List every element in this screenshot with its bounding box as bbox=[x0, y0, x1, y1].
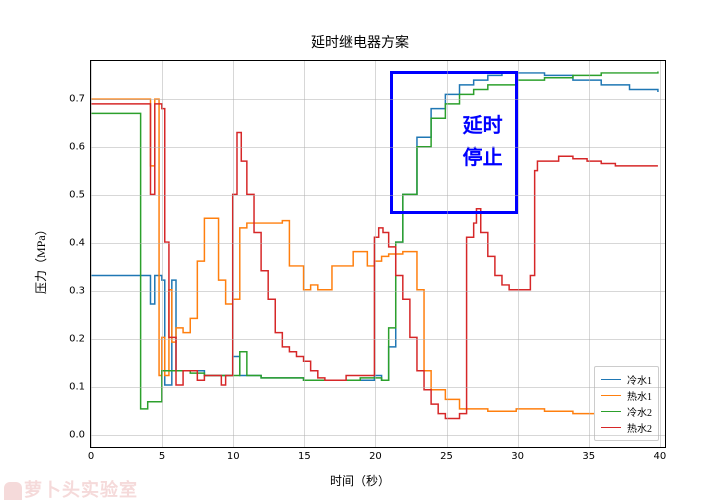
y-tick-label: 0.0 bbox=[69, 429, 85, 440]
y-tick-label: 0.5 bbox=[69, 190, 85, 201]
legend-item: 冷水1 bbox=[601, 372, 652, 387]
series-lines bbox=[91, 61, 665, 447]
legend-label: 热水1 bbox=[627, 388, 652, 403]
legend-swatch bbox=[601, 379, 621, 380]
annotation-text-0: 延时 bbox=[463, 110, 503, 142]
chart-title: 延时继电器方案 bbox=[0, 32, 720, 52]
y-tick-label: 0.2 bbox=[69, 333, 85, 344]
legend-label: 热水2 bbox=[627, 420, 652, 435]
y-tick-label: 0.7 bbox=[69, 94, 85, 105]
watermark-text: 萝卜头实验室 bbox=[24, 480, 138, 500]
y-tick-label: 0.3 bbox=[69, 285, 85, 296]
x-tick-label: 35 bbox=[582, 451, 595, 462]
legend-item: 冷水2 bbox=[601, 404, 652, 419]
x-tick-label: 15 bbox=[298, 451, 311, 462]
figure: 延时继电器方案 延时停止 冷水1热水1冷水2热水2 05101520253035… bbox=[0, 0, 720, 504]
y-tick-label: 0.4 bbox=[69, 238, 85, 249]
y-tick-label: 0.6 bbox=[69, 142, 85, 153]
legend-swatch bbox=[601, 427, 621, 428]
x-tick-label: 30 bbox=[511, 451, 524, 462]
x-tick-label: 5 bbox=[159, 451, 165, 462]
legend-label: 冷水2 bbox=[627, 404, 652, 419]
legend-swatch bbox=[601, 411, 621, 412]
x-tick-label: 0 bbox=[88, 451, 94, 462]
y-tick-label: 0.1 bbox=[69, 381, 85, 392]
legend-label: 冷水1 bbox=[627, 372, 652, 387]
plot-area: 延时停止 冷水1热水1冷水2热水2 05101520253035400.00.1… bbox=[90, 60, 666, 448]
legend-swatch bbox=[601, 395, 621, 396]
watermark: 萝卜头实验室 bbox=[4, 476, 138, 502]
x-tick-label: 25 bbox=[440, 451, 453, 462]
legend-item: 热水1 bbox=[601, 388, 652, 403]
x-tick-label: 20 bbox=[369, 451, 382, 462]
y-axis-label: 压力（MPa） bbox=[32, 223, 49, 294]
x-tick-label: 10 bbox=[227, 451, 240, 462]
legend-item: 热水2 bbox=[601, 420, 652, 435]
x-tick-label: 40 bbox=[654, 451, 667, 462]
legend: 冷水1热水1冷水2热水2 bbox=[594, 366, 659, 441]
annotation-box: 延时停止 bbox=[390, 71, 518, 215]
